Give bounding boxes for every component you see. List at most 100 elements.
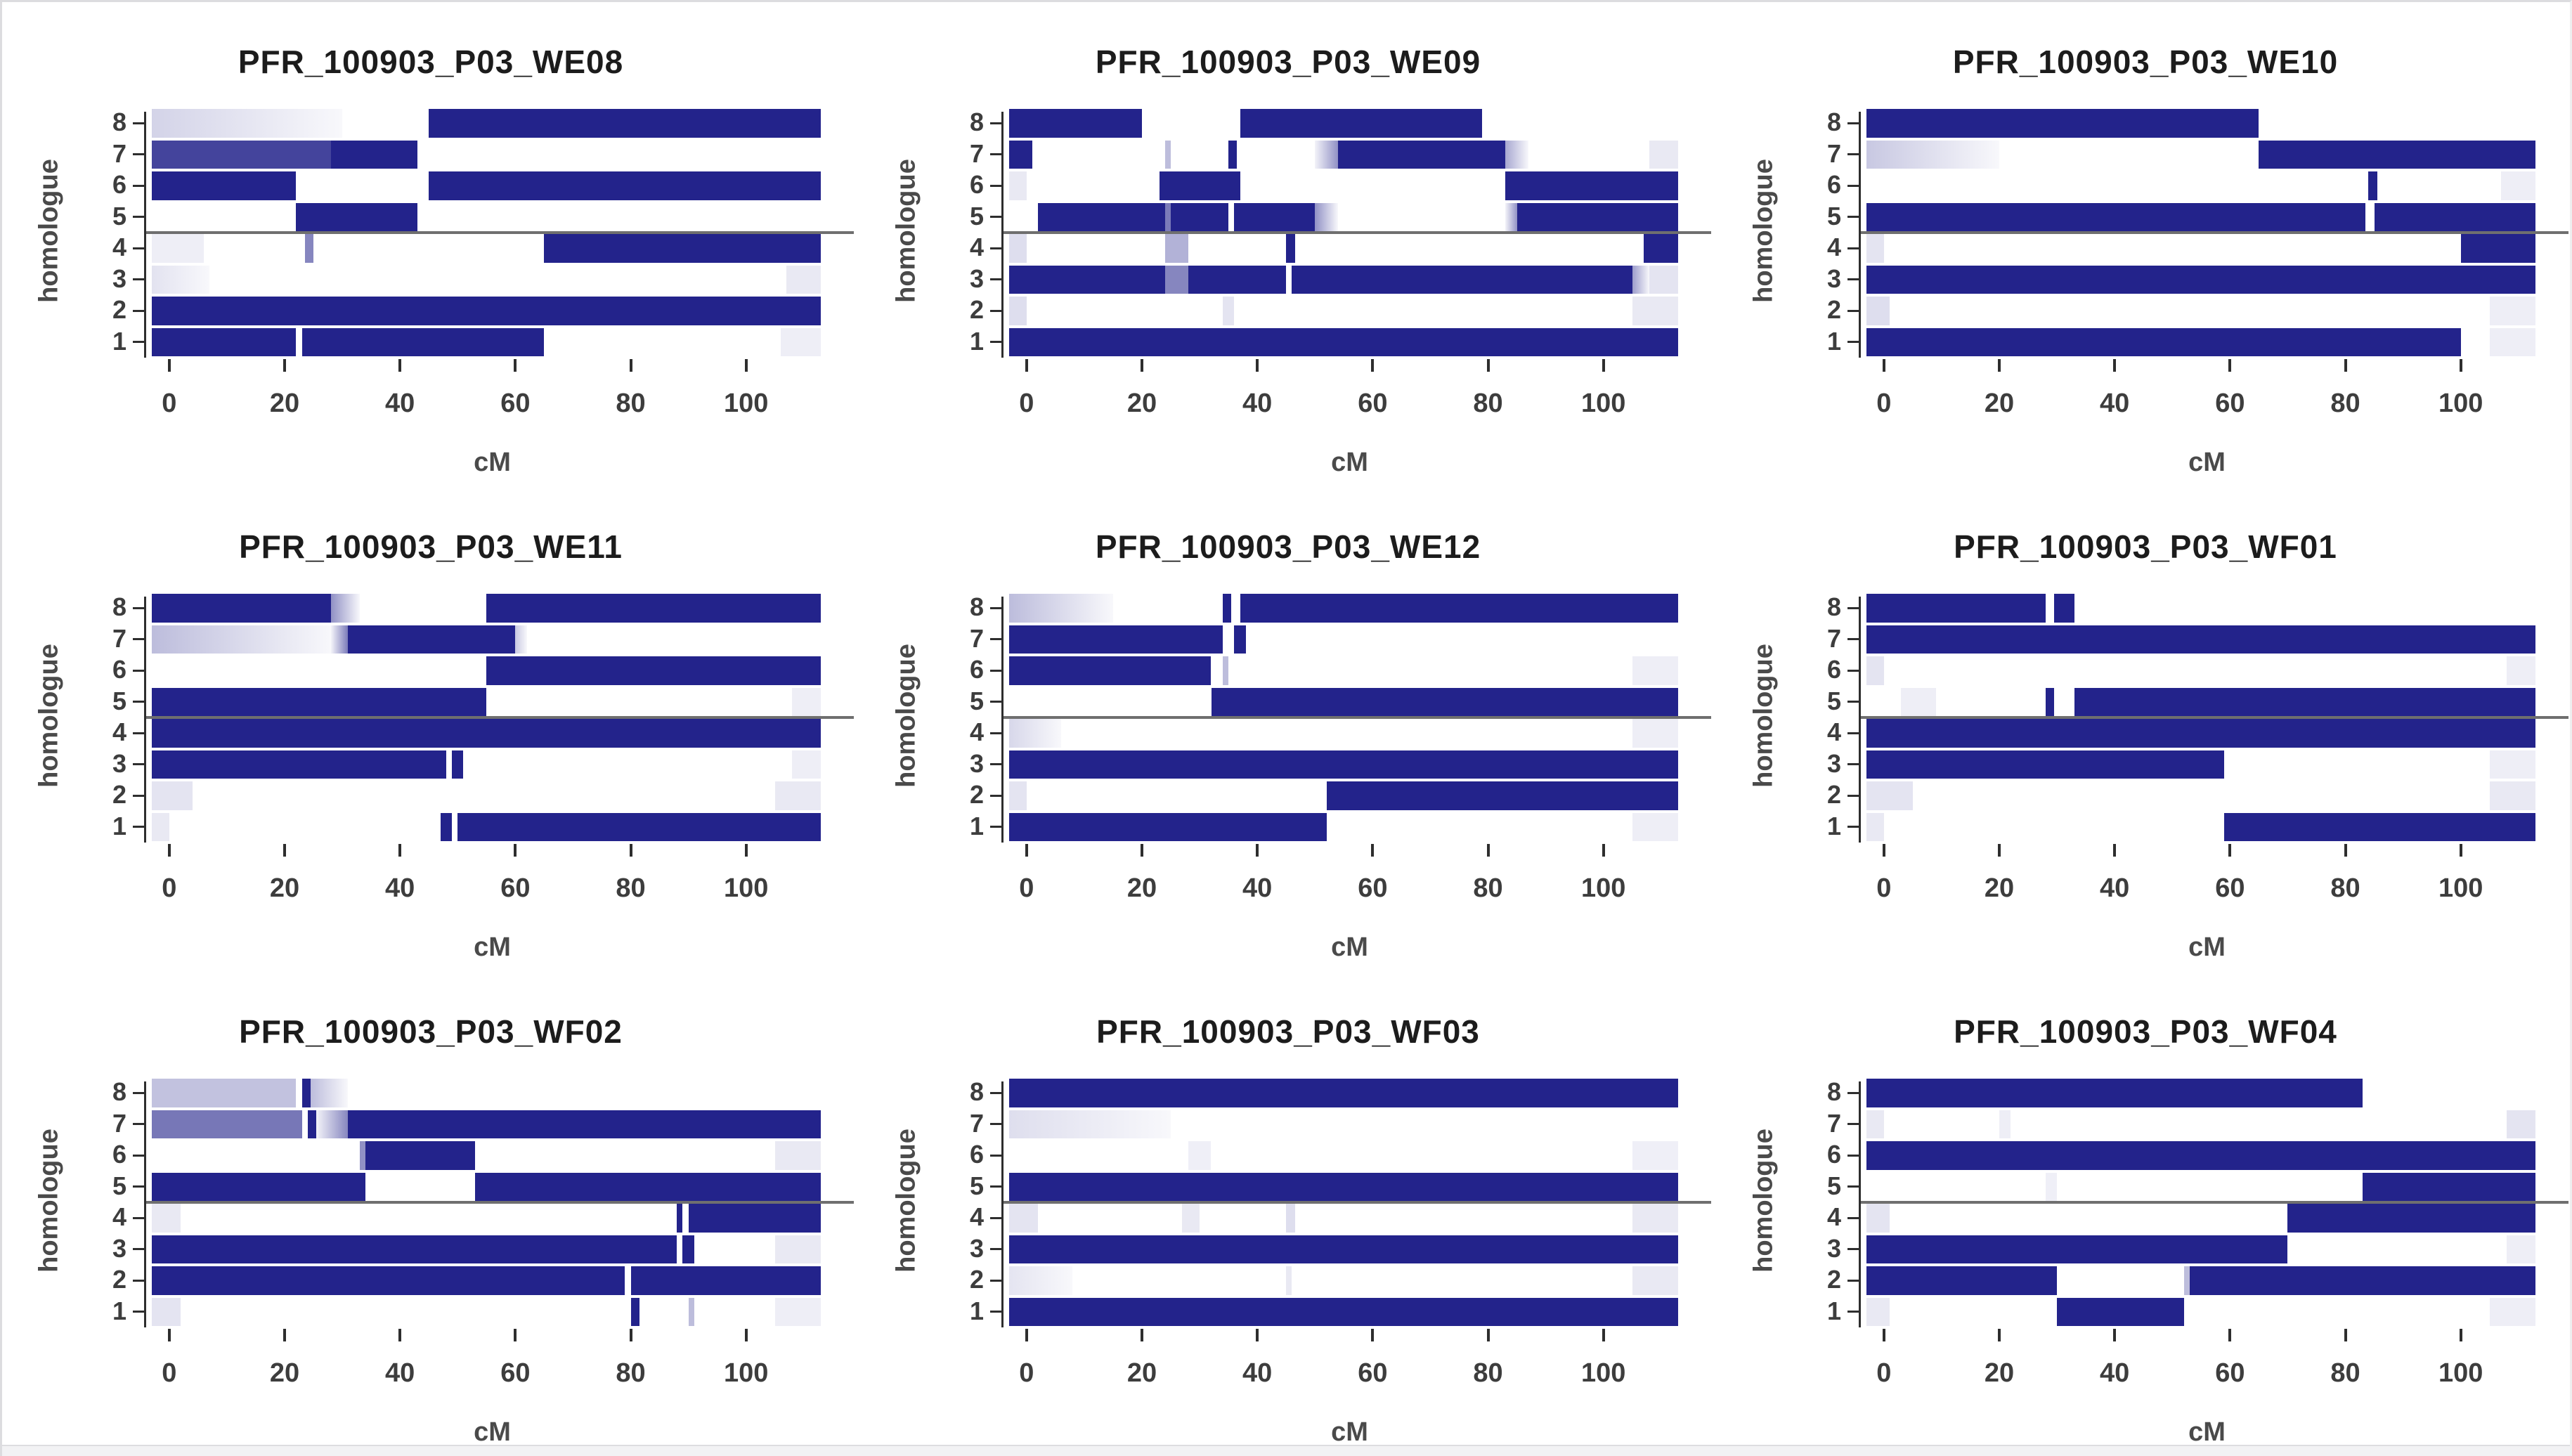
bar-segment	[1632, 812, 1679, 841]
bar-segment	[152, 719, 821, 748]
y-tick-label: 4	[1826, 1202, 1841, 1232]
homologue-row	[146, 233, 838, 264]
bar-segment	[1009, 1266, 1073, 1295]
bar-segment	[365, 1141, 475, 1170]
y-tick-label: 5	[1826, 686, 1841, 715]
bar-segment	[1009, 297, 1027, 325]
x-tick-label: 20	[1126, 389, 1157, 418]
y-tick-mark	[1847, 638, 1859, 641]
bar-segment	[429, 171, 821, 200]
y-tick-mark	[1847, 1248, 1859, 1251]
y-tick-label: 5	[112, 1171, 126, 1200]
x-tick-mark	[1602, 844, 1605, 857]
x-tick-mark	[2344, 844, 2347, 857]
x-tick-mark	[1882, 844, 1885, 857]
homologue-row	[1861, 1140, 2553, 1171]
x-tick-mark	[2344, 359, 2347, 372]
y-tick-mark	[1847, 278, 1859, 281]
bar-segment	[1866, 625, 2536, 654]
y-tick-label: 7	[1826, 623, 1841, 653]
x-tick-mark	[1371, 1329, 1375, 1341]
bar-segment	[2224, 812, 2536, 841]
bar-segment	[1632, 1266, 1679, 1295]
bar-segment	[2053, 594, 2074, 623]
parent-separator-line	[1861, 231, 2568, 234]
bar-segment	[1866, 265, 2536, 294]
bar-segment	[2489, 781, 2536, 810]
x-axis-title: cM	[2188, 448, 2226, 477]
bar-segment	[2045, 687, 2054, 716]
homologue-row	[1004, 1077, 1696, 1109]
x-tick-mark	[283, 844, 286, 857]
x-tick-mark	[1486, 359, 1490, 372]
x-tick-label: 0	[162, 1358, 177, 1388]
homologue-row	[1004, 749, 1696, 781]
y-tick-mark	[133, 1185, 144, 1188]
y-tick-mark	[133, 1311, 144, 1313]
x-tick-mark	[1602, 359, 1605, 372]
y-tick-mark	[990, 1279, 1001, 1282]
y-tick-label: 7	[969, 1108, 984, 1138]
x-tick-label: 100	[723, 873, 769, 903]
bar-segment	[1505, 171, 1679, 200]
bar-segment	[152, 1172, 365, 1201]
y-axis-line	[1001, 112, 1004, 358]
bar-segment	[1188, 265, 1287, 294]
y-axis-title: homologue	[34, 644, 64, 788]
x-tick-mark	[1141, 359, 1143, 372]
bar-segment	[1009, 719, 1062, 748]
bar-segment	[474, 1172, 821, 1201]
panel-title: PFR_100903_P03_WE11	[239, 528, 623, 565]
y-tick-label: 8	[112, 592, 126, 622]
x-axis-title: cM	[474, 448, 511, 477]
y-tick-mark	[990, 247, 1001, 249]
bar-segment	[1171, 202, 1229, 231]
bar-segment	[1649, 140, 1679, 169]
x-tick-mark	[2459, 1329, 2462, 1341]
x-tick-label: 0	[1876, 389, 1892, 418]
homologue-row	[1861, 655, 2553, 687]
homologue-row	[1004, 1109, 1696, 1140]
y-tick-label: 1	[969, 1296, 984, 1325]
y-tick-mark	[1847, 826, 1859, 828]
x-tick-label: 100	[1580, 389, 1626, 418]
bar-segment	[152, 812, 169, 841]
bar-segment	[1009, 234, 1027, 263]
homologue-row	[1861, 717, 2553, 749]
bar-segment	[1632, 1204, 1679, 1233]
bar-segment	[2183, 1266, 2190, 1295]
x-tick-label: 20	[1984, 389, 2015, 418]
y-tick-label: 1	[1826, 326, 1841, 356]
bar-segment	[688, 1204, 821, 1233]
bar-segment	[1009, 1235, 1679, 1263]
x-tick-label: 0	[162, 389, 177, 418]
homologue-row	[1004, 233, 1696, 264]
y-tick-label: 6	[112, 1140, 126, 1169]
x-tick-mark	[283, 1329, 286, 1341]
bar-segment	[457, 812, 821, 841]
bar-segment	[1866, 1235, 2288, 1263]
y-tick-label: 3	[1826, 1233, 1841, 1263]
y-tick-mark	[1847, 1154, 1859, 1157]
homologue-row	[1004, 592, 1696, 624]
bar-segment	[1999, 1110, 2011, 1138]
y-tick-mark	[133, 341, 144, 344]
bar-segment	[1009, 812, 1327, 841]
x-tick-mark	[1486, 844, 1490, 857]
bar-segment	[1286, 1266, 1292, 1295]
y-tick-label: 5	[969, 201, 984, 230]
y-tick-mark	[133, 763, 144, 766]
x-tick-mark	[2113, 844, 2117, 857]
bar-segment	[2045, 1172, 2058, 1201]
x-tick-label: 20	[269, 389, 300, 418]
bar-segment	[152, 1204, 181, 1233]
chart-panel: PFR_100903_P03_WE11 8 7 6 5 4 3 2 1 0 20 40 60 80 100 c…	[2, 487, 859, 972]
y-tick-label: 8	[1826, 592, 1841, 622]
y-axis-title: homologue	[891, 1129, 921, 1273]
x-tick-mark	[1998, 1329, 2001, 1341]
chart-panel: PFR_100903_P03_WF03 8 7 6 5 4 3 2 1 0 20 40 60 80 100 c…	[859, 972, 1717, 1456]
homologue-row	[1861, 108, 2553, 139]
parent-separator-line	[146, 716, 854, 719]
homologue-row	[1004, 327, 1696, 358]
y-tick-label: 6	[112, 170, 126, 200]
